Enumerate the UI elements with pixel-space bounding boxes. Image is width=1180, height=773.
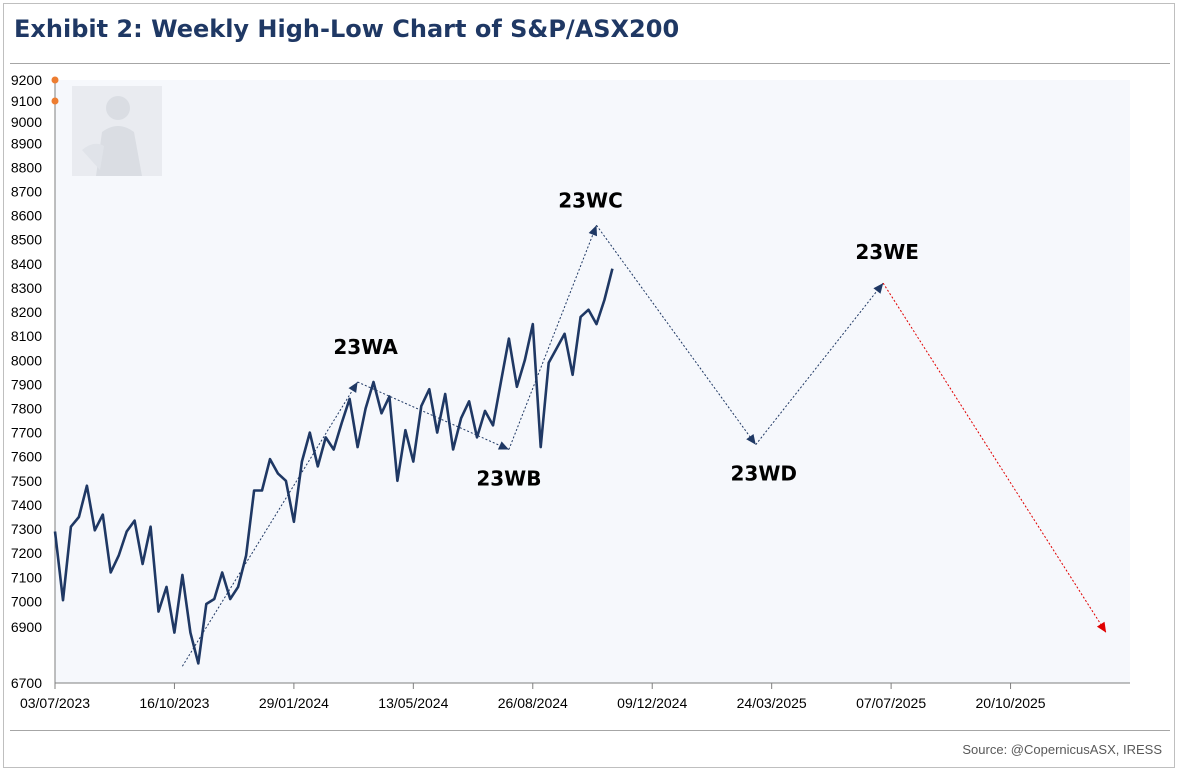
wave-label: 23WD — [730, 462, 797, 486]
x-tick-label: 03/07/2023 — [20, 695, 90, 711]
y-tick-label: 7800 — [11, 401, 42, 417]
y-tick-label: 9100 — [11, 93, 42, 109]
x-tick-label: 20/10/2025 — [976, 695, 1046, 711]
final-projection-segment — [882, 282, 1107, 633]
series-lines — [53, 268, 614, 665]
x-tick-label: 09/12/2024 — [617, 695, 687, 711]
x-tick-label: 16/10/2023 — [139, 695, 209, 711]
y-tick-label: 6900 — [11, 619, 42, 635]
y-tick-label: 8300 — [11, 280, 42, 296]
y-tick-label: 8700 — [11, 184, 42, 200]
y-tick-label: 8100 — [11, 328, 42, 344]
x-tick-label: 13/05/2024 — [378, 695, 448, 711]
y-tick-label: 8400 — [11, 256, 42, 272]
marker-points — [51, 76, 59, 105]
wave-label: 23WA — [333, 335, 398, 359]
projection-segment — [181, 381, 359, 667]
y-tick-label: 7300 — [11, 521, 42, 537]
source-note: Source: @CopernicusASX, IRESS — [962, 742, 1162, 757]
projection-lines — [181, 224, 1107, 667]
title-divider — [10, 63, 1170, 64]
wave-label: 23WB — [476, 467, 541, 491]
y-tick-label: 7200 — [11, 545, 42, 561]
y-tick-label: 8900 — [11, 135, 42, 151]
y-tick-label: 7700 — [11, 425, 42, 441]
x-tick-label: 26/08/2024 — [498, 695, 568, 711]
y-tick-label: 9200 — [11, 72, 42, 88]
y-tick-label: 8800 — [11, 159, 42, 175]
y-tick-label: 8200 — [11, 304, 42, 320]
y-tick-label: 7900 — [11, 376, 42, 392]
x-tick-label: 07/07/2025 — [856, 695, 926, 711]
y-tick-label: 7600 — [11, 449, 42, 465]
x-tick-label: 29/01/2024 — [259, 695, 329, 711]
watermark-statue — [72, 86, 162, 176]
y-tick-label: 8600 — [11, 208, 42, 224]
wave-labels: 23WA 23WB 23WC 23WD 23WE — [333, 188, 919, 490]
y-tick-label: 6700 — [11, 675, 42, 691]
footer-divider — [10, 730, 1170, 731]
y-tick-label: 7500 — [11, 473, 42, 489]
plot-area — [55, 80, 1130, 683]
axis-marker — [51, 97, 59, 105]
wave-label: 23WC — [558, 188, 623, 212]
price-series-line — [53, 268, 614, 665]
projection-segment — [755, 282, 884, 445]
chart-title: Exhibit 2: Weekly High-Low Chart of S&P/… — [14, 15, 680, 43]
y-tick-label: 9000 — [11, 114, 42, 130]
y-tick-label: 7000 — [11, 593, 42, 609]
y-axis: 6700 6900 7000 7100 7200 7300 7400 7500 7600 7700… — [11, 72, 42, 691]
x-axis: 03/07/2023 16/10/2023 29/01/2024 13/05/2024… — [20, 683, 1046, 711]
y-tick-label: 7100 — [11, 569, 42, 585]
axis-marker — [51, 76, 59, 84]
projection-segment — [357, 381, 510, 450]
x-tick-label: 24/03/2025 — [737, 695, 807, 711]
projection-segment — [508, 225, 598, 450]
wave-label: 23WE — [855, 240, 919, 264]
y-tick-label: 7400 — [11, 497, 42, 513]
projection-segment — [596, 224, 757, 445]
y-tick-label: 8000 — [11, 352, 42, 368]
y-tick-label: 8500 — [11, 232, 42, 248]
